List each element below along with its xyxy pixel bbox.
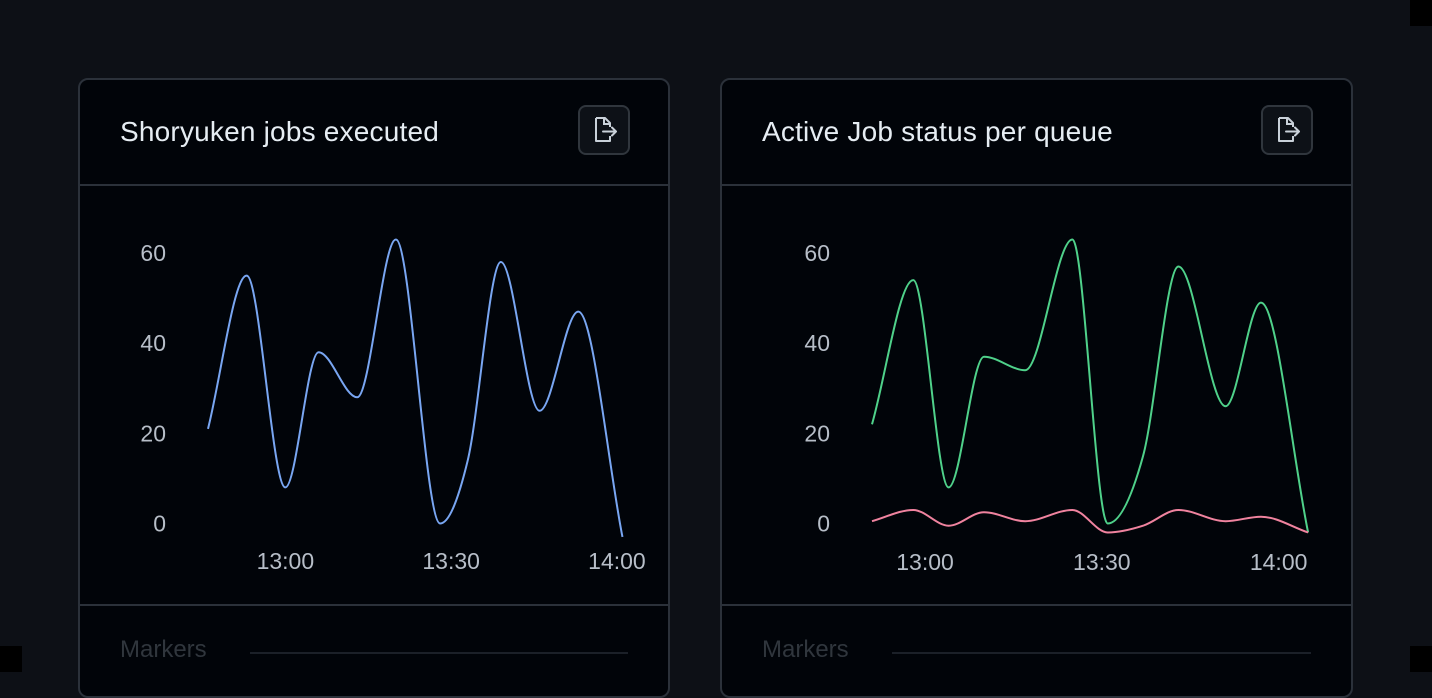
- markers-section: Markers: [80, 606, 668, 686]
- card-title: Shoryuken jobs executed: [120, 116, 440, 147]
- card-header: Shoryuken jobs executed: [80, 80, 668, 186]
- series-line-1: [207, 238, 624, 538]
- card-title: Active Job status per queue: [762, 116, 1113, 147]
- corner-block: [0, 646, 22, 672]
- y-tick-label: 60: [804, 240, 830, 266]
- chart-card-active-job: Active Job status per queue 0 20 40 60 13:00…: [720, 78, 1353, 698]
- x-tick-label: 14:00: [1250, 549, 1308, 575]
- card-header: Active Job status per queue: [722, 80, 1351, 186]
- export-icon: [595, 117, 617, 142]
- divider: [892, 652, 1311, 654]
- markers-label: Markers: [762, 636, 849, 663]
- export-button[interactable]: [578, 105, 630, 155]
- y-tick-label: 0: [817, 510, 830, 536]
- series-line-2: [871, 508, 1309, 534]
- x-tick-label: 13:30: [1073, 549, 1131, 575]
- markers-section: Markers: [722, 606, 1351, 686]
- chart-card-shoryuken: Shoryuken jobs executed 0 20 40 60 13:00 13:3…: [78, 78, 670, 698]
- x-tick-label: 13:00: [896, 549, 954, 575]
- export-icon: [1278, 117, 1300, 142]
- line-chart: 0 20 40 60 13:00 13:30 14:00: [140, 238, 646, 574]
- y-tick-label: 20: [804, 420, 830, 446]
- series-line-1: [871, 238, 1310, 533]
- y-tick-label: 40: [140, 330, 166, 356]
- x-tick-label: 14:00: [588, 548, 646, 574]
- divider: [250, 652, 628, 654]
- chart-area: 0 20 40 60 13:00 13:30 14:00: [722, 186, 1351, 606]
- chart-area: 0 20 40 60 13:00 13:30 14:00: [80, 186, 668, 606]
- export-button[interactable]: [1261, 105, 1313, 155]
- y-tick-label: 40: [804, 330, 830, 356]
- x-tick-label: 13:00: [257, 548, 315, 574]
- line-chart: 0 20 40 60 13:00 13:30 14:00: [804, 238, 1310, 575]
- markers-label: Markers: [120, 636, 207, 663]
- x-tick-label: 13:30: [422, 548, 480, 574]
- y-tick-label: 60: [140, 240, 166, 266]
- corner-block: [1410, 0, 1432, 26]
- y-tick-label: 0: [153, 510, 166, 536]
- corner-block: [1410, 646, 1432, 672]
- y-tick-label: 20: [140, 420, 166, 446]
